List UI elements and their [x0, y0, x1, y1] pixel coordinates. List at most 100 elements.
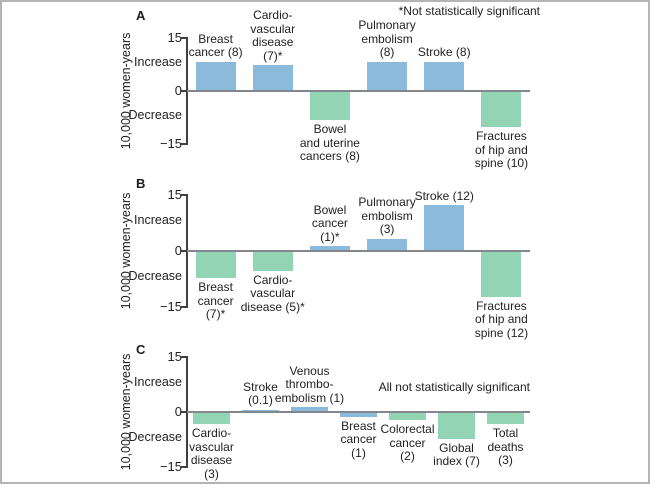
bar-label-line: Cardio- — [191, 426, 232, 440]
bar-label-line: embolism (1) — [274, 390, 345, 405]
bar-venous-thrombo-embolism-1 — [291, 407, 328, 411]
bar-cardiovascular-disease-3 — [193, 413, 230, 424]
bar-label-line: Stroke (12) — [414, 188, 474, 203]
bar-label-line: vascular — [250, 286, 296, 301]
bar-label-line: Venous — [289, 363, 330, 378]
bar-label-cardiovascular-disease-7: Cardio-vascular disease (7)* — [223, 9, 323, 63]
bar-label-line: cancer — [311, 216, 348, 231]
bar-label-line: Global — [439, 440, 474, 455]
bar-breast-cancer-7 — [195, 252, 236, 279]
bar-label-cardiovascular-disease-5: Cardio-vascular disease (5)* — [223, 272, 323, 315]
bar-label-breast-cancer-1: Breast cancer (1) — [309, 418, 409, 461]
bar-label-line: Fractures — [476, 129, 527, 144]
y-tick-label: −15 — [159, 299, 182, 314]
bar-label-line: vascular — [250, 21, 296, 36]
bar-cardiovascular-disease-7 — [252, 65, 293, 90]
bar-label-pulmonary-embolism-8: Pulmonary embolism (8) — [337, 19, 437, 60]
bar-pulmonary-embolism-3 — [367, 238, 408, 250]
bar-label-line: deaths — [487, 439, 524, 454]
bar-label-line: spine (12) — [474, 325, 529, 340]
y-axis-title: 10,000 women-years — [119, 192, 133, 310]
bar-label-line: Colorectal — [380, 422, 435, 437]
zero-baseline — [187, 411, 530, 413]
panel-letter-b: B — [136, 176, 146, 191]
y-tick-label: 0 — [174, 243, 182, 258]
bar-label-line: Cardio- — [253, 272, 293, 287]
bar-label-cardiovascular-disease-3: Cardio-vascular disease (3) — [162, 426, 262, 481]
bar-label-line: Bowel — [313, 202, 347, 217]
bar-label-line: Pulmonary — [358, 18, 416, 33]
bar-label-line: Cardio- — [253, 8, 293, 23]
bar-label-line: Fractures — [476, 298, 527, 313]
bar-label-line: Total — [492, 426, 519, 440]
bar-pulmonary-embolism-8 — [367, 61, 408, 90]
bar-label-line: Pulmonary — [358, 195, 416, 210]
bar-cardiovascular-disease-5 — [252, 252, 293, 271]
bar-label-breast-cancer-7: Breast cancer (7)* — [166, 281, 266, 322]
y-tick-label: 0 — [174, 404, 182, 419]
bar-label-line: disease (5)* — [240, 299, 305, 314]
bar-bowel-cancer-1 — [309, 246, 350, 250]
bar-breast-cancer-1 — [340, 413, 377, 417]
bar-label-line: cancer — [197, 293, 234, 308]
bar-stroke-8 — [424, 61, 465, 90]
zero-baseline — [187, 250, 530, 252]
bar-label-line: (2) — [400, 449, 415, 464]
bar-label-line: cancer — [340, 432, 377, 447]
bar-label-line: Stroke (8) — [417, 45, 471, 60]
y-tick-label: 15 — [167, 187, 182, 202]
bar-label-line: (0.1) — [248, 393, 273, 407]
bar-bowel-and-uterine-cancers-8 — [309, 92, 350, 121]
bar-label-bowel-and-uterine-cancers-8: Bowel and uterine cancers (8) — [280, 123, 380, 164]
y-tick-mark — [180, 411, 186, 413]
bar-label-line: (3) — [379, 222, 395, 237]
bar-label-line: (3) — [204, 466, 219, 481]
bar-fractures-of-hip-and-spine-10 — [481, 92, 522, 128]
bar-label-stroke-0-1: Stroke (0.1) — [211, 379, 311, 408]
bar-total-deaths-3 — [487, 413, 524, 424]
bar-label-line: (7)* — [263, 48, 283, 63]
bar-label-total-deaths-3: Total deaths (3) — [456, 426, 556, 468]
bar-label-venous-thrombo-embolism-1: Venous thrombo-embolism (1) — [260, 363, 360, 406]
bar-stroke-12 — [424, 205, 465, 250]
bar-label-line: and uterine — [299, 135, 360, 150]
bar-label-line: disease — [252, 35, 294, 50]
bar-label-line: vascular — [189, 439, 234, 454]
bar-label-line: of hip and — [475, 312, 528, 327]
decrease-label: Decrease — [128, 429, 183, 444]
bar-label-bowel-cancer-1: Bowel cancer (1)* — [280, 202, 380, 245]
bar-label-stroke-12: Stroke (12) — [394, 188, 494, 204]
increase-label: Increase — [134, 374, 182, 389]
bar-label-stroke-8: Stroke (8) — [394, 46, 494, 60]
y-tick-mark — [180, 466, 186, 468]
bar-label-fractures-of-hip-and-spine-12: Fractures of hip and spine (12) — [451, 298, 551, 341]
bar-global-index-7 — [438, 413, 475, 439]
increase-label: Increase — [134, 213, 182, 228]
y-tick-mark — [180, 90, 186, 92]
bar-label-breast-cancer-8: Breast cancer (8) — [166, 32, 266, 60]
bar-label-fractures-of-hip-and-spine-10: Fractures of hip and spine (10) — [451, 130, 551, 171]
y-tick-mark — [180, 306, 186, 308]
bar-label-line: (3) — [498, 453, 513, 467]
bar-label-line: Bowel — [313, 122, 347, 137]
bar-label-line: index (7) — [433, 454, 480, 469]
bar-label-line: disease — [190, 453, 233, 467]
y-tick-mark — [180, 37, 186, 39]
bar-stroke-0-1 — [242, 409, 279, 411]
bar-label-line: embolism — [361, 31, 413, 46]
decrease-label: Decrease — [128, 107, 183, 122]
bar-label-global-index-7: Global index (7) — [407, 440, 507, 469]
zero-baseline — [187, 90, 530, 92]
bar-label-line: spine (10) — [474, 156, 529, 171]
y-tick-mark — [180, 194, 186, 196]
bar-label-line: Stroke — [243, 379, 278, 394]
bar-label-line: Breast — [341, 418, 376, 433]
bar-colorectal-cancer-2 — [389, 413, 426, 421]
bar-label-line: of hip and — [475, 142, 528, 157]
decrease-label: Decrease — [128, 269, 183, 284]
bar-label-line: thrombo- — [285, 377, 334, 392]
bar-label-line: Breast — [198, 280, 233, 295]
y-tick-label: 15 — [167, 349, 182, 364]
y-axis-title: 10,000 women-years — [119, 32, 133, 150]
